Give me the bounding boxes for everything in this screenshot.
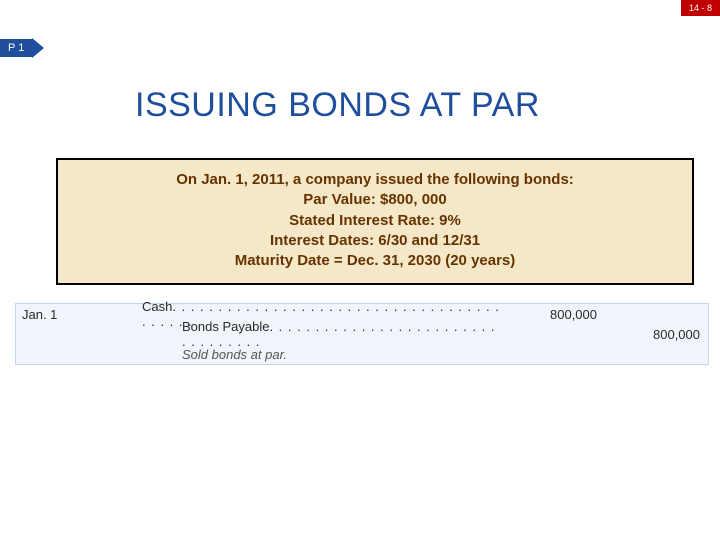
arrow-right-icon [32, 38, 44, 58]
p1-label: P 1 [0, 39, 32, 57]
table-row: Bonds Payable. . . . . . . . . . . . . .… [16, 324, 708, 344]
info-line-3: Stated Interest Rate: 9% [70, 211, 680, 231]
journal-account-bonds-payable: Bonds Payable. . . . . . . . . . . . . .… [82, 319, 502, 349]
account-name: Bonds Payable [182, 319, 269, 334]
slide-number-badge: 14 - 8 [681, 0, 720, 16]
table-row: Sold bonds at par. [16, 344, 708, 364]
journal-note: Sold bonds at par. [82, 347, 502, 362]
journal-entry-table: Jan. 1 Cash. . . . . . . . . . . . . . .… [15, 303, 709, 365]
info-line-5: Maturity Date = Dec. 31, 2030 (20 years) [70, 251, 680, 271]
debit-amount: 800,000 [502, 307, 605, 322]
account-name: Cash [142, 299, 172, 314]
info-line-1: On Jan. 1, 2011, a company issued the fo… [70, 170, 680, 190]
bond-info-box: On Jan. 1, 2011, a company issued the fo… [56, 158, 694, 285]
journal-date: Jan. 1 [16, 307, 82, 322]
p1-marker: P 1 [0, 38, 44, 58]
info-line-4: Interest Dates: 6/30 and 12/31 [70, 231, 680, 251]
credit-amount: 800,000 [605, 327, 708, 342]
info-line-2: Par Value: $800, 000 [70, 190, 680, 210]
slide-title: ISSUING BONDS AT PAR [135, 86, 540, 125]
